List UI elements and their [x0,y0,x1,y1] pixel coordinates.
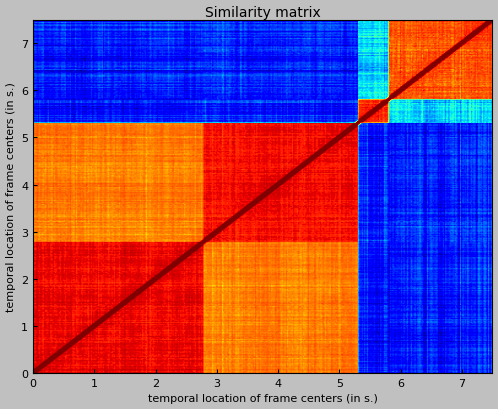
X-axis label: temporal location of frame centers (in s.): temporal location of frame centers (in s… [148,393,377,403]
Title: Similarity matrix: Similarity matrix [205,6,321,20]
Y-axis label: temporal location of frame centers (in s.): temporal location of frame centers (in s… [5,82,15,312]
